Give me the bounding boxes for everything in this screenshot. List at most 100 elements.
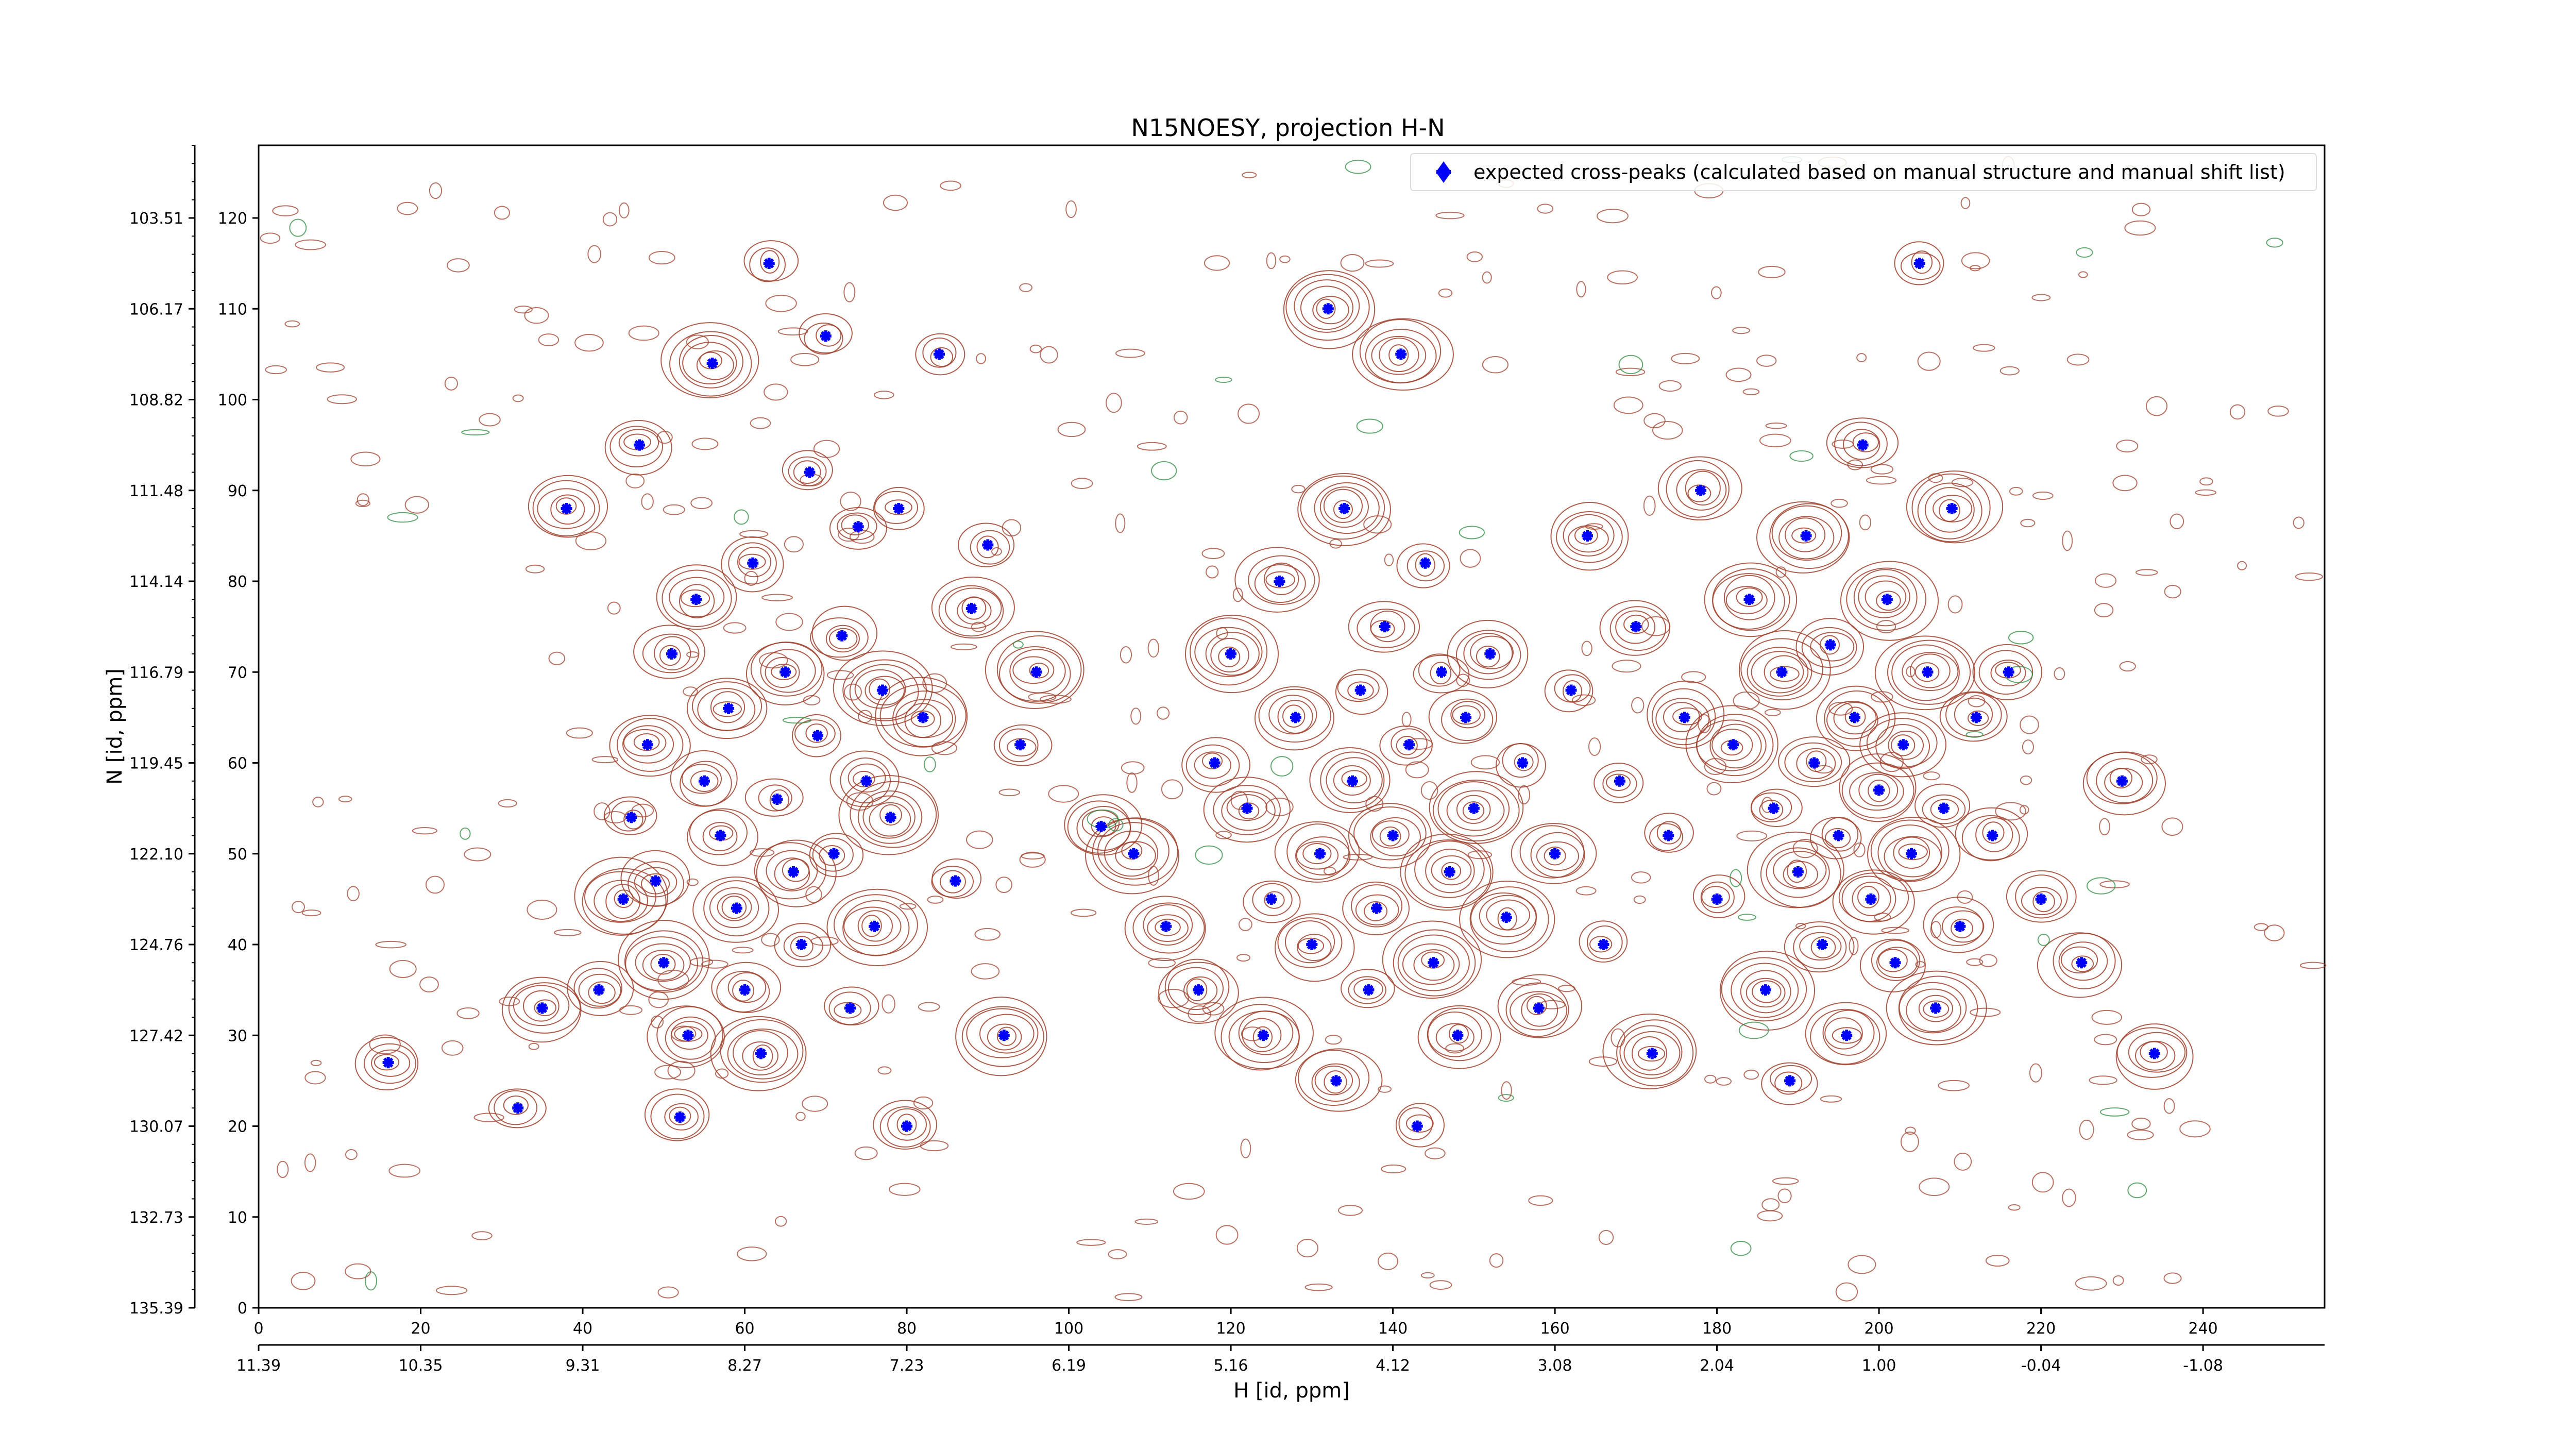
contour-noise (2079, 1119, 2094, 1140)
contour-noise (1631, 697, 1645, 714)
contour-ring (1740, 970, 1791, 1014)
contour-ring (713, 701, 742, 717)
contour-ring (2006, 870, 2077, 923)
contour-ring (692, 877, 779, 943)
contour-noise (2032, 491, 2054, 500)
contour-noise (813, 440, 840, 458)
contour-noise (1148, 957, 1176, 969)
contour-ring (1357, 609, 1416, 648)
cross-peak-point (1817, 939, 1828, 950)
cross-peak-point (1913, 258, 1925, 269)
contour-ring (1388, 344, 1409, 366)
contour-noise (2031, 294, 2051, 301)
contour-noise (1384, 553, 1394, 566)
contour-noise (1467, 850, 1493, 860)
contour-noise (1919, 1177, 1950, 1196)
contour-noise (1585, 523, 1603, 530)
contour-ring (1833, 702, 1877, 735)
cross-peak-point (1435, 666, 1447, 678)
contour-ring (371, 1049, 411, 1077)
contour-ring (993, 724, 1053, 766)
contour-ring (1406, 1114, 1434, 1133)
cross-peak-point (1346, 775, 1358, 787)
contour-ring (1824, 828, 1851, 849)
contour-ring (1738, 630, 1831, 710)
contour-noise (1029, 344, 1042, 353)
contour-ring (1355, 894, 1399, 925)
contour-ring (812, 837, 854, 872)
contour-ring (709, 887, 759, 929)
contour-noise (1706, 782, 1722, 796)
contour-ring (879, 1106, 931, 1148)
contour-noise (667, 1060, 696, 1081)
contour-noise (2094, 603, 2114, 618)
cross-peak-point (1946, 503, 1958, 514)
contour-noise (444, 376, 458, 391)
contour-noise (775, 613, 803, 631)
contour-noise (1633, 895, 1646, 904)
cross-peak-point (1970, 712, 1982, 723)
contour-ring (1933, 495, 1973, 523)
contour-ring (710, 1016, 807, 1091)
contour-noise (2163, 1098, 2175, 1114)
cross-peak-point (1533, 1002, 1545, 1014)
contour-ring (1158, 962, 1239, 1024)
contour-ring (1430, 662, 1452, 685)
contour-ring (1888, 731, 1924, 760)
cross-peak-point (1954, 920, 1966, 932)
contour-negative (289, 218, 307, 237)
contour-ring (1712, 568, 1790, 631)
cross-peak-point (634, 439, 646, 451)
contour-noise (1429, 1280, 1452, 1290)
y-ppm-tick-label: 114.14 (129, 573, 183, 591)
contour-ring (1871, 939, 1921, 981)
cross-peak-point (1565, 684, 1577, 696)
contour-ring (1185, 744, 1240, 787)
contour-ring (1805, 1002, 1887, 1066)
contour-noise (1615, 367, 1646, 376)
contour-ring (1874, 635, 1976, 711)
contour-noise (1238, 918, 1252, 931)
contour-ring (650, 1093, 705, 1139)
contour-noise (1343, 853, 1373, 861)
contour-ring (618, 919, 710, 1000)
cross-peak-point (860, 775, 872, 787)
contour-ring (1285, 274, 1370, 341)
contour-noise (1704, 1074, 1717, 1084)
contour-ring (829, 750, 900, 807)
contour-noise (618, 202, 630, 218)
contour-noise (2161, 817, 2183, 836)
contour-ring (669, 577, 725, 618)
contour-noise (575, 531, 607, 550)
contour-noise (1874, 913, 1891, 922)
contour-ring (1406, 550, 1445, 582)
contour-noise (1859, 514, 1872, 531)
contour-noise (591, 756, 619, 764)
cross-peak-point (1768, 802, 1780, 814)
contour-noise (1401, 712, 1412, 728)
contour-noise (1106, 393, 1122, 413)
contour-ring (754, 842, 827, 900)
contour-noise (310, 1059, 322, 1066)
contour-ring (794, 719, 836, 748)
cross-peak-point (1468, 802, 1480, 814)
contour-ring (1382, 920, 1482, 999)
contour-noise (1202, 1002, 1225, 1016)
contour-noise (2237, 561, 2247, 570)
contour-noise (1115, 513, 1126, 533)
contour-ring (733, 1030, 788, 1076)
contour-ring (1277, 917, 1343, 968)
cross-peak-point (869, 920, 880, 932)
x-ppm-tick-label: 8.27 (727, 1357, 762, 1375)
contour-negative (1195, 845, 1223, 865)
contour-noise (1148, 866, 1159, 886)
contour-ring (862, 795, 916, 839)
contour-noise (1137, 442, 1167, 451)
x-tick-label: 80 (897, 1320, 917, 1338)
contour-noise (1775, 566, 1787, 578)
contour-ring (1510, 991, 1568, 1031)
contour-noise (774, 1216, 787, 1227)
contour-ring (1972, 644, 2043, 700)
contour-ring (1194, 751, 1231, 779)
contour-noise (2094, 1034, 2117, 1046)
